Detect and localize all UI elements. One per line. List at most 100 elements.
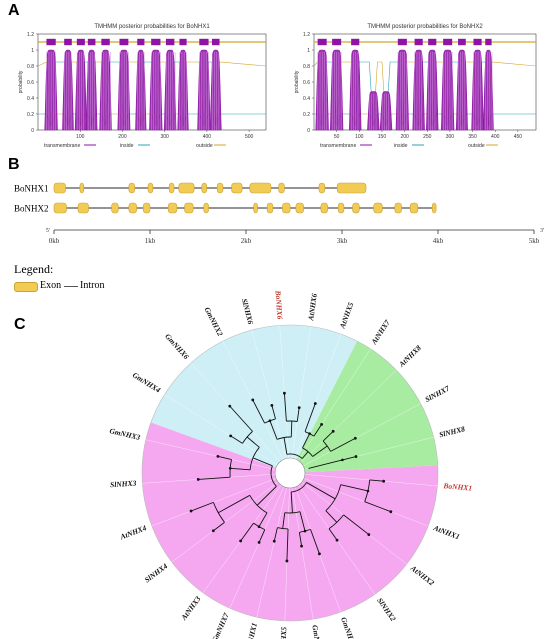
tm-summary-bar bbox=[317, 38, 327, 46]
tm-summary-bar bbox=[332, 38, 342, 46]
legend-title: Legend: bbox=[14, 262, 54, 276]
leaf-label: AtNHX6 bbox=[306, 293, 319, 322]
y-tick-label: 0.2 bbox=[27, 112, 34, 118]
tree-branch bbox=[258, 529, 266, 543]
tree-branch bbox=[290, 491, 293, 513]
plot-title: TMHMM posterior probabilities for BoNHX2 bbox=[367, 24, 483, 30]
leaf-guide bbox=[300, 370, 397, 463]
leaf-node bbox=[285, 559, 289, 563]
tm-summary-bar bbox=[211, 38, 220, 46]
scale-label: 0kb bbox=[49, 237, 60, 245]
tree-branch bbox=[328, 528, 338, 541]
tm-summary-bar bbox=[87, 38, 96, 46]
exon-box bbox=[394, 202, 402, 214]
leaf-node bbox=[283, 391, 286, 395]
tm-summary-bar bbox=[473, 38, 482, 46]
leaf-guide bbox=[256, 487, 287, 618]
tree-branch bbox=[343, 514, 370, 535]
leaf-node bbox=[272, 539, 276, 543]
tree-branch bbox=[246, 436, 260, 448]
panel-label-c: C bbox=[14, 316, 26, 333]
exon-box bbox=[373, 202, 383, 214]
tree-branch bbox=[364, 501, 391, 513]
y-tick-label: 0.6 bbox=[303, 80, 310, 86]
tm-summary-bar bbox=[151, 38, 161, 46]
x-tick-label: 500 bbox=[245, 134, 254, 140]
scale-label: 2kb bbox=[241, 237, 252, 245]
exon-box bbox=[77, 202, 89, 214]
tree-branch bbox=[299, 511, 306, 532]
tm-peak bbox=[209, 49, 222, 131]
tree-branch bbox=[258, 512, 268, 527]
tree-branch bbox=[298, 532, 303, 547]
leaf-node bbox=[389, 510, 393, 514]
tm-peak bbox=[135, 49, 147, 131]
axis-3prime: 3' bbox=[540, 228, 544, 234]
y-tick-label: 0.8 bbox=[303, 64, 310, 70]
plot-legend-label: inside bbox=[120, 143, 134, 149]
tm-summary-bar bbox=[485, 38, 492, 46]
exon-box bbox=[409, 202, 419, 214]
x-tick-label: 400 bbox=[491, 134, 500, 140]
clade-sector-green bbox=[290, 341, 438, 473]
leaf-label: GmNHX5 bbox=[278, 626, 288, 639]
plot-legend-label: transmembrane bbox=[320, 143, 356, 149]
tree-branch bbox=[282, 512, 286, 529]
exon-box bbox=[147, 182, 154, 194]
internal-node bbox=[366, 489, 370, 493]
tree-branch bbox=[256, 485, 277, 506]
tree-branch bbox=[330, 437, 356, 452]
plot-legend-label: outside bbox=[468, 143, 485, 149]
x-tick-label: 150 bbox=[378, 134, 387, 140]
leaf-node bbox=[335, 538, 339, 542]
leaf-node bbox=[320, 422, 323, 426]
tree-branch bbox=[312, 445, 328, 457]
tm-peak bbox=[177, 49, 189, 131]
exon-box bbox=[79, 182, 85, 194]
leaf-label: AtNHX3 bbox=[179, 594, 203, 622]
y-tick-label: 0.4 bbox=[303, 96, 310, 102]
tree-branch bbox=[290, 421, 293, 438]
internal-node bbox=[341, 458, 344, 462]
internal-node bbox=[268, 419, 272, 423]
leaf-guide bbox=[229, 486, 285, 609]
exon-box bbox=[168, 182, 175, 194]
leaf-label: GmNHX2 bbox=[203, 306, 225, 338]
tree-center-circle bbox=[274, 457, 306, 489]
leaf-guide bbox=[151, 478, 277, 527]
exon-box bbox=[320, 202, 328, 214]
scale-label: 3kb bbox=[337, 237, 348, 245]
leaf-node bbox=[300, 544, 303, 548]
panel-label-b: B bbox=[8, 156, 20, 173]
tm-summary-bar bbox=[64, 38, 72, 46]
scale-label: 5kb bbox=[529, 237, 540, 245]
exon-box bbox=[142, 202, 151, 214]
scale-label: 1kb bbox=[145, 237, 156, 245]
leaf-node bbox=[353, 436, 357, 440]
gene-structure-diagram: BoNHX1 BoNHX2 5' 3' 0kb 1kb 2kb 3kb 4kb 5kb bbox=[14, 182, 544, 245]
leaf-label: SlNHX8 bbox=[438, 424, 466, 439]
tree-branch bbox=[230, 467, 251, 471]
tree-branch-arc bbox=[213, 502, 225, 523]
leaf-node bbox=[216, 454, 220, 458]
x-tick-label: 100 bbox=[355, 134, 364, 140]
tree-branch bbox=[213, 521, 225, 532]
leaf-label: SlNHX2 bbox=[375, 596, 398, 623]
gene-label: BoNHX2 bbox=[14, 204, 49, 214]
y-tick-label: 0.2 bbox=[303, 112, 310, 118]
leaf-label: GmNHX3 bbox=[109, 426, 142, 442]
plot-title: TMHMM posterior probabilities for BoNHX1 bbox=[94, 24, 210, 30]
y-tick-label: 0.4 bbox=[27, 96, 34, 102]
outside-curve bbox=[313, 61, 537, 127]
x-tick-label: 50 bbox=[334, 134, 340, 140]
leaf-guide bbox=[145, 439, 276, 470]
leaf-label: AtNHX7 bbox=[369, 318, 392, 347]
tree-branch bbox=[240, 522, 254, 542]
tree-branch bbox=[340, 484, 369, 492]
exon-box bbox=[336, 182, 367, 194]
tree-branch bbox=[342, 456, 357, 461]
leaf-label: AtNHX1 bbox=[432, 523, 461, 541]
tree-branch bbox=[296, 407, 300, 422]
tree-branch bbox=[326, 459, 343, 465]
